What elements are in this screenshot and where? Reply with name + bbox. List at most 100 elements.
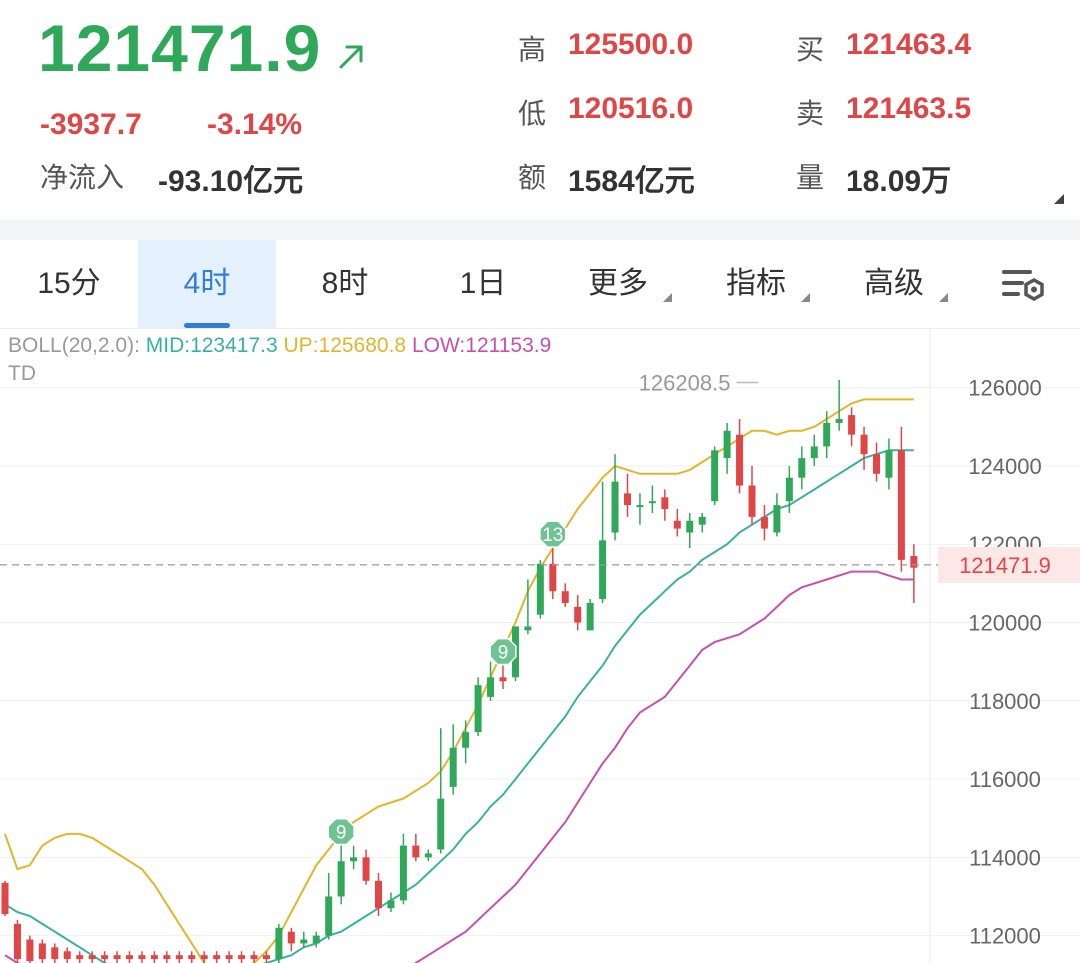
- candle-body: [487, 677, 495, 697]
- candle: [138, 951, 146, 963]
- candle-body: [200, 955, 208, 960]
- candle: [337, 845, 345, 905]
- boll-up: UP:125680.8: [283, 334, 407, 357]
- candle-body: [536, 563, 544, 615]
- candle: [200, 951, 208, 963]
- chart-settings-icon[interactable]: [1000, 266, 1046, 306]
- candle-body: [723, 430, 731, 459]
- candle: [325, 872, 333, 940]
- tab-indicators-dropdown[interactable]: 指标: [700, 240, 812, 328]
- tab-label: 15分: [37, 267, 101, 300]
- boll-name: BOLL(20,2.0):: [8, 334, 140, 357]
- candle-body: [225, 955, 233, 960]
- y-tick-label: 124000: [968, 454, 1041, 479]
- candle-body: [399, 845, 407, 901]
- tab-advanced-dropdown[interactable]: 高级: [838, 240, 950, 328]
- net-inflow-label: 净流入: [40, 162, 125, 193]
- candle-body: [810, 446, 818, 459]
- candle-body: [462, 732, 470, 748]
- candle: [312, 931, 320, 948]
- candle-body: [599, 540, 607, 600]
- candle-body: [350, 857, 358, 862]
- tab-15min[interactable]: 15分: [0, 240, 138, 328]
- candle: [150, 951, 158, 963]
- candle: [424, 849, 432, 862]
- last-price: 121471.9: [38, 11, 322, 85]
- candle-body: [848, 415, 856, 435]
- candle: [524, 579, 532, 635]
- tab-8h[interactable]: 8时: [276, 240, 414, 328]
- candle-body: [362, 857, 370, 881]
- candle: [736, 419, 744, 494]
- td-marker-label: 9: [336, 823, 347, 844]
- tab-label: 指标: [726, 267, 786, 300]
- candle-body: [424, 853, 432, 858]
- candle-body: [499, 677, 507, 682]
- td-marker-badge: [489, 637, 517, 666]
- candle-body: [250, 955, 258, 960]
- candle-body: [611, 481, 619, 533]
- y-tick-label: 112000: [969, 924, 1041, 949]
- candle: [536, 559, 544, 619]
- candle: [648, 485, 656, 513]
- candle: [188, 951, 196, 963]
- candle-body: [437, 798, 445, 850]
- candle-body: [238, 955, 246, 960]
- td-marker: 9: [489, 637, 517, 666]
- tab-more-dropdown[interactable]: 更多: [562, 240, 674, 328]
- candle: [238, 951, 246, 963]
- candle-body: [375, 880, 382, 909]
- tab-1d[interactable]: 1日: [414, 240, 552, 328]
- bid-value: 121463.4: [846, 28, 972, 61]
- candle-body: [63, 951, 71, 960]
- candle-body: [337, 861, 345, 897]
- y-tick-label: 120000: [968, 611, 1041, 636]
- candle: [287, 927, 295, 952]
- y-tick-label: 114000: [969, 845, 1041, 870]
- candle-body: [387, 900, 395, 909]
- expand-corner-icon[interactable]: [1054, 194, 1064, 204]
- candlestick-chart[interactable]: 1260001240001220001200001180001160001140…: [0, 329, 1080, 963]
- candle: [175, 951, 183, 963]
- dropdown-triangle-icon: [663, 293, 672, 302]
- candle: [163, 951, 171, 963]
- candle: [723, 422, 731, 474]
- candle: [785, 465, 793, 513]
- boll-up-line: [4, 398, 914, 963]
- tab-4h[interactable]: 4时: [138, 240, 276, 328]
- candle: [910, 544, 918, 603]
- candle: [38, 939, 46, 963]
- td-marker: 9: [327, 817, 355, 846]
- candle: [873, 442, 880, 482]
- candle: [13, 919, 21, 963]
- candle: [126, 951, 133, 963]
- candle: [661, 489, 669, 521]
- y-tick-label: 126000: [968, 376, 1041, 401]
- candle: [1, 880, 9, 917]
- max-annotation-label: 126208.5: [639, 371, 731, 396]
- ask-label: 卖: [796, 98, 825, 129]
- candle: [748, 465, 756, 525]
- high-value: 125500.0: [568, 28, 694, 61]
- candle: [399, 833, 407, 905]
- candle-body: [138, 955, 146, 960]
- candle: [711, 446, 719, 506]
- candle-body: [275, 927, 283, 960]
- candle-body: [873, 454, 880, 474]
- candle-body: [76, 955, 84, 960]
- candle: [574, 595, 582, 631]
- candle-body: [175, 955, 183, 960]
- candle-body: [885, 450, 893, 478]
- boll-legend: BOLL(20,2.0): MID:123417.3 UP:125680.8 L…: [8, 334, 551, 358]
- candle: [823, 411, 831, 459]
- tab-label: 8时: [321, 267, 369, 300]
- boll-mid: MID:123417.3: [145, 334, 278, 357]
- candle: [449, 724, 457, 795]
- quote-panel: 121471.9 -3937.7 -3.14% 净流入 -93.10亿元 高 1…: [0, 0, 1080, 220]
- candle: [51, 943, 59, 963]
- tab-label: 更多: [588, 267, 648, 300]
- current-price-label: 121471.9: [959, 553, 1051, 578]
- candle-body: [711, 450, 719, 502]
- candle: [760, 505, 768, 541]
- candle-body: [262, 955, 270, 960]
